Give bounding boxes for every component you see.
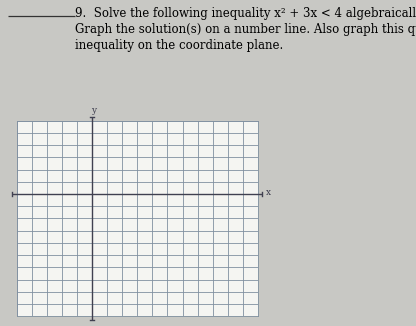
Text: x: x	[266, 188, 271, 197]
Text: y: y	[91, 106, 96, 114]
Text: 9.  Solve the following inequality x² + 3x < 4 algebraically.
Graph the solution: 9. Solve the following inequality x² + 3…	[75, 7, 416, 52]
